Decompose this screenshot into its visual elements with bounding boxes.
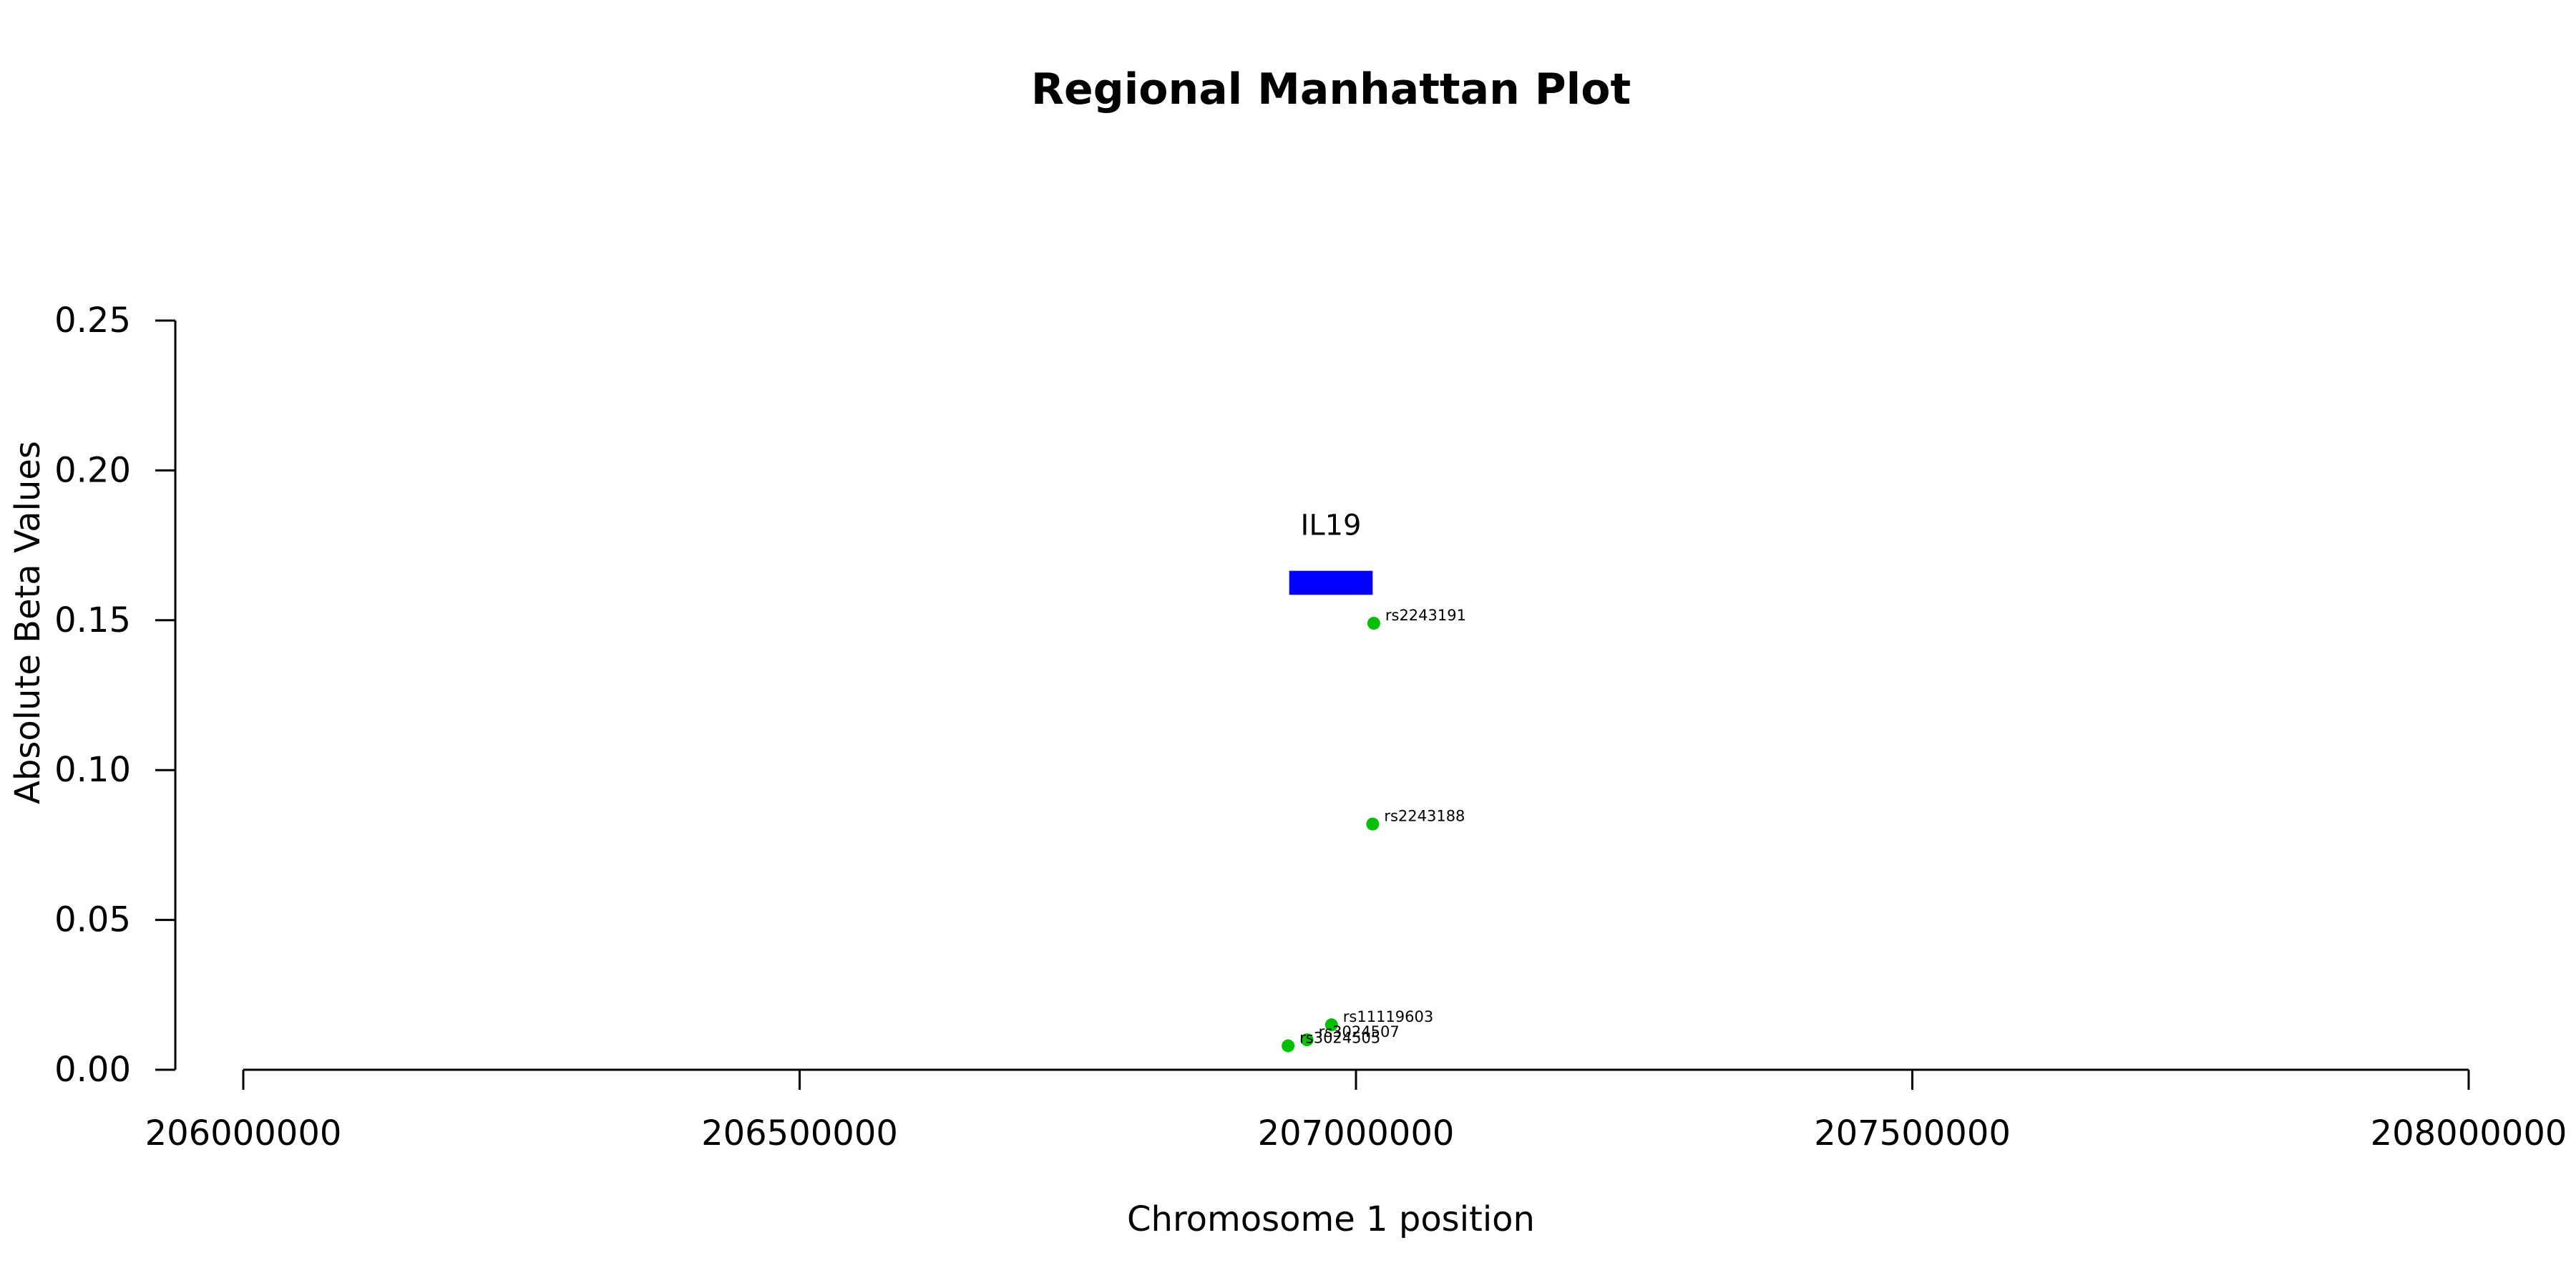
snp-point xyxy=(1300,1033,1314,1047)
x-tick-label: 208000000 xyxy=(2371,1113,2567,1153)
x-axis: 206000000 206500000 207000000 207500000 2080… xyxy=(145,1068,2567,1153)
snp-label: rs11119603 xyxy=(1343,1008,1433,1025)
snp-label: rs2243191 xyxy=(1385,607,1466,624)
y-tick-label: 0.00 xyxy=(54,1050,131,1090)
x-axis-label: Chromosome 1 position xyxy=(1127,1199,1535,1239)
snp-point xyxy=(1282,1039,1295,1053)
y-axis: 0.00 0.05 0.10 0.15 0.20 0.25 xyxy=(54,301,177,1090)
x-tick-label: 206500000 xyxy=(701,1113,898,1153)
x-tick-label: 207000000 xyxy=(1258,1113,1455,1153)
snp-point xyxy=(1367,616,1380,630)
y-tick-label: 0.25 xyxy=(54,301,131,341)
y-tick-label: 0.05 xyxy=(54,900,131,940)
gene-bar xyxy=(1289,570,1373,595)
gene-track: IL19 xyxy=(1289,509,1373,595)
snp-points: rs2243191 rs2243188 rs11119603rs3024507rs3… xyxy=(1282,607,1466,1053)
snp-label: rs3024505 xyxy=(1299,1029,1380,1046)
snp-point xyxy=(1324,1018,1338,1032)
snp-point xyxy=(1366,817,1380,831)
y-tick-label: 0.20 xyxy=(54,450,131,490)
x-tick-label: 206000000 xyxy=(145,1113,342,1153)
y-axis-label: Absolute Beta Values xyxy=(8,441,48,804)
chart-title: Regional Manhattan Plot xyxy=(1031,64,1631,114)
gene-label: IL19 xyxy=(1301,509,1362,542)
y-tick-label: 0.10 xyxy=(54,750,131,790)
snp-label: rs2243188 xyxy=(1384,808,1465,825)
y-tick-label: 0.15 xyxy=(54,600,131,640)
x-tick-label: 207500000 xyxy=(1814,1113,2011,1153)
snp-label: rs3024507 xyxy=(1319,1023,1400,1040)
